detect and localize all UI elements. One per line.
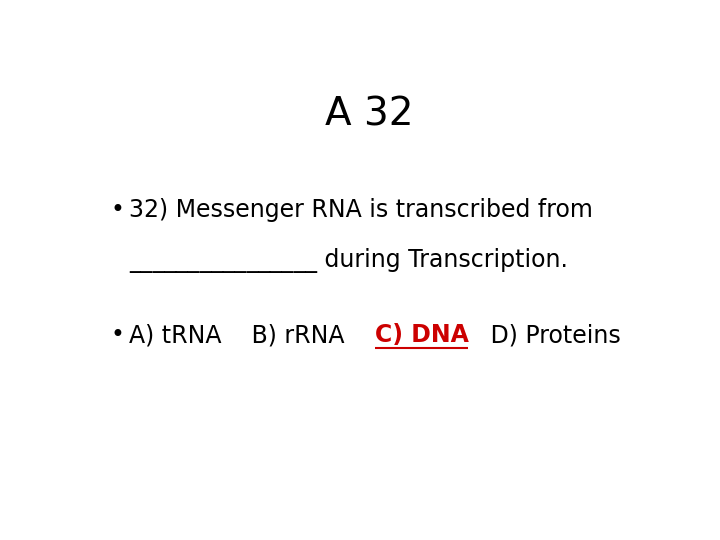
Text: A) tRNA    B) rRNA: A) tRNA B) rRNA (129, 323, 374, 347)
Text: •: • (111, 323, 125, 347)
Text: ________________ during Transcription.: ________________ during Transcription. (129, 248, 568, 273)
Text: •: • (111, 198, 125, 222)
Text: 32) Messenger RNA is transcribed from: 32) Messenger RNA is transcribed from (129, 198, 593, 222)
Text: D) Proteins: D) Proteins (469, 323, 621, 347)
Text: A 32: A 32 (325, 96, 413, 134)
Text: C) DNA: C) DNA (374, 323, 469, 347)
